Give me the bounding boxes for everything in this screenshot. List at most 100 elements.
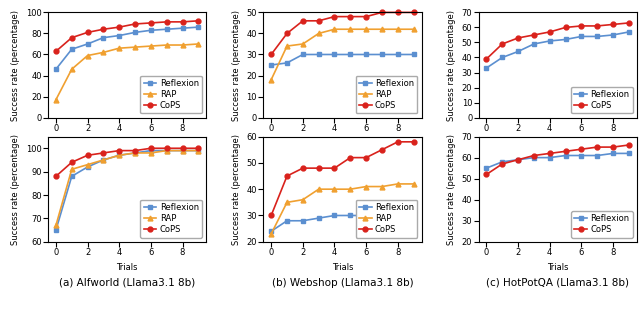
Reflexion — [331, 214, 339, 217]
Reflexion — [410, 53, 417, 56]
X-axis label: Trials: Trials — [332, 263, 353, 272]
Line: Reflexion: Reflexion — [54, 25, 201, 72]
Legend: Reflexion, RAP, CoPS: Reflexion, RAP, CoPS — [141, 76, 202, 113]
RAP — [362, 185, 370, 188]
Line: CoPS: CoPS — [484, 143, 631, 177]
X-axis label: Trials: Trials — [116, 139, 138, 148]
Reflexion — [84, 42, 92, 46]
RAP — [283, 44, 291, 48]
Reflexion — [394, 53, 402, 56]
Reflexion — [195, 25, 202, 29]
Line: Reflexion: Reflexion — [484, 29, 631, 70]
Reflexion — [483, 166, 490, 170]
Reflexion — [394, 214, 402, 217]
Reflexion — [179, 149, 186, 153]
CoPS — [268, 53, 275, 56]
CoPS — [52, 50, 60, 53]
Reflexion — [115, 153, 123, 157]
Legend: Reflexion, CoPS: Reflexion, CoPS — [571, 211, 632, 238]
RAP — [283, 201, 291, 204]
Legend: Reflexion, CoPS: Reflexion, CoPS — [571, 87, 632, 113]
RAP — [52, 224, 60, 227]
Line: CoPS: CoPS — [54, 146, 201, 179]
Reflexion — [179, 26, 186, 30]
Title: (a) Alfworld (Llama3.1 8b): (a) Alfworld (Llama3.1 8b) — [59, 278, 195, 288]
RAP — [52, 98, 60, 102]
CoPS — [546, 30, 554, 34]
CoPS — [410, 140, 417, 144]
Legend: Reflexion, RAP, CoPS: Reflexion, RAP, CoPS — [356, 200, 417, 238]
X-axis label: Trials: Trials — [547, 263, 568, 272]
CoPS — [609, 145, 617, 149]
Reflexion — [609, 33, 617, 37]
RAP — [394, 27, 402, 31]
RAP — [115, 153, 123, 157]
Reflexion — [163, 27, 170, 31]
Reflexion — [546, 156, 554, 159]
Reflexion — [268, 63, 275, 67]
RAP — [131, 45, 139, 49]
Reflexion — [378, 214, 386, 217]
Reflexion — [378, 53, 386, 56]
Reflexion — [283, 219, 291, 223]
CoPS — [84, 30, 92, 34]
Line: CoPS: CoPS — [269, 140, 416, 218]
RAP — [346, 27, 354, 31]
Y-axis label: Success rate (percentage): Success rate (percentage) — [12, 134, 20, 245]
CoPS — [483, 173, 490, 176]
RAP — [147, 151, 155, 155]
Reflexion — [362, 53, 370, 56]
Line: RAP: RAP — [54, 148, 201, 228]
Reflexion — [562, 154, 570, 157]
RAP — [195, 149, 202, 153]
CoPS — [179, 20, 186, 24]
RAP — [315, 187, 323, 191]
CoPS — [147, 146, 155, 150]
CoPS — [131, 22, 139, 26]
CoPS — [499, 42, 506, 46]
CoPS — [625, 143, 633, 147]
RAP — [331, 187, 339, 191]
Reflexion — [315, 53, 323, 56]
CoPS — [378, 148, 386, 152]
RAP — [163, 149, 170, 153]
CoPS — [546, 152, 554, 155]
Reflexion — [483, 66, 490, 70]
Reflexion — [52, 228, 60, 232]
RAP — [68, 67, 76, 71]
CoPS — [530, 154, 538, 157]
Reflexion — [299, 219, 307, 223]
X-axis label: Trials: Trials — [547, 139, 568, 148]
Reflexion — [530, 42, 538, 46]
CoPS — [315, 166, 323, 170]
RAP — [299, 42, 307, 46]
CoPS — [283, 32, 291, 35]
Y-axis label: Success rate (percentage): Success rate (percentage) — [447, 10, 456, 121]
CoPS — [593, 145, 601, 149]
Reflexion — [515, 158, 522, 162]
Reflexion — [331, 53, 339, 56]
Line: RAP: RAP — [269, 181, 416, 236]
Reflexion — [315, 216, 323, 220]
Line: Reflexion: Reflexion — [484, 151, 631, 171]
Reflexion — [346, 214, 354, 217]
CoPS — [163, 146, 170, 150]
Line: Reflexion: Reflexion — [269, 213, 416, 234]
Reflexion — [530, 156, 538, 159]
RAP — [84, 163, 92, 166]
Reflexion — [499, 55, 506, 59]
Line: RAP: RAP — [54, 42, 201, 102]
Reflexion — [68, 175, 76, 178]
Reflexion — [195, 149, 202, 153]
Reflexion — [577, 35, 585, 38]
CoPS — [68, 36, 76, 39]
Reflexion — [68, 47, 76, 51]
RAP — [394, 182, 402, 186]
Reflexion — [577, 154, 585, 157]
Reflexion — [268, 229, 275, 233]
RAP — [163, 43, 170, 47]
Reflexion — [625, 30, 633, 34]
Reflexion — [84, 165, 92, 169]
Title: (a) Alfworld (Llama3.1 8b): (a) Alfworld (Llama3.1 8b) — [59, 154, 195, 164]
RAP — [378, 27, 386, 31]
